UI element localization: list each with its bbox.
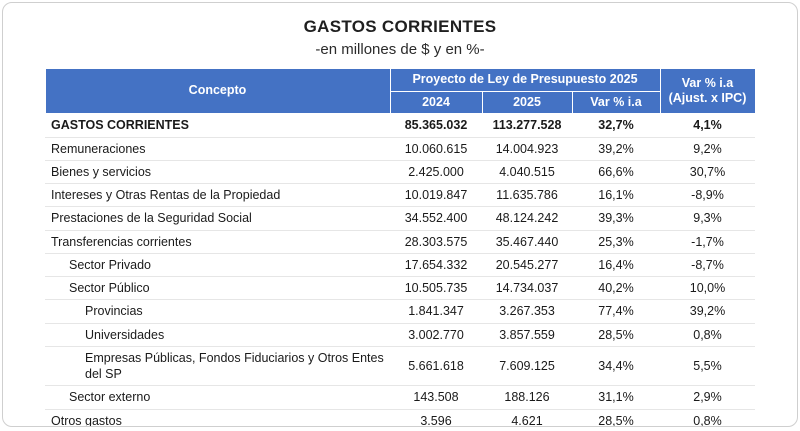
- var-cell: 66,6%: [572, 160, 660, 185]
- var-ipc-cell: -1,7%: [660, 230, 755, 254]
- table-row: Transferencias corrientes 28.303.575 35.46…: [45, 230, 755, 254]
- value-2024-cell: 17.654.332: [390, 253, 482, 278]
- value-2024-cell: 34.552.400: [390, 206, 482, 231]
- col-header-2025: 2025: [481, 90, 573, 115]
- concept-cell: Sector externo: [45, 385, 390, 410]
- value-2024-cell: 5.661.618: [390, 346, 482, 387]
- value-2024-cell: 3.596: [390, 409, 482, 426]
- header-row-years: 2024 2025 Var % i.a: [45, 90, 755, 115]
- var-cell: 77,4%: [572, 299, 660, 324]
- var-cell: 34,4%: [572, 346, 660, 387]
- page-title: GASTOS CORRIENTES: [303, 17, 497, 36]
- var-ipc-cell: 30,7%: [660, 160, 755, 185]
- value-2025-cell: 35.467.440: [482, 230, 572, 254]
- var-ipc-cell: 2,9%: [660, 385, 755, 410]
- var-cell: 16,1%: [572, 183, 660, 208]
- value-2025-cell: 3.267.353: [482, 299, 572, 324]
- value-2025-cell: 188.126: [482, 385, 572, 410]
- var-cell: 32,7%: [572, 113, 660, 138]
- value-2024-cell: 85.365.032: [390, 113, 482, 138]
- table-row: Otros gastos 3.596 4.621 28,5% 0,8%: [45, 409, 755, 426]
- col-header-2024: 2024: [389, 90, 483, 115]
- table-row: Bienes y servicios 2.425.000 4.040.515 66,6…: [45, 160, 755, 185]
- value-2025-cell: 48.124.242: [482, 206, 572, 231]
- table-row: Universidades 3.002.770 3.857.559 28,5% 0,8%: [45, 323, 755, 347]
- value-2025-cell: 14.734.037: [482, 276, 572, 301]
- table-row: Sector Público 10.505.735 14.734.037 40,2% 1…: [45, 276, 755, 301]
- value-2024-cell: 2.425.000: [390, 160, 482, 185]
- table-row: Prestaciones de la Seguridad Social 34.55…: [45, 206, 755, 231]
- value-2024-cell: 3.002.770: [390, 323, 482, 347]
- value-2025-cell: 14.004.923: [482, 137, 572, 161]
- var-cell: 25,3%: [572, 230, 660, 254]
- col-header-var: Var % i.a: [571, 90, 661, 115]
- value-2024-cell: 1.841.347: [390, 299, 482, 324]
- concept-cell: GASTOS CORRIENTES: [45, 113, 390, 138]
- value-2024-cell: 28.303.575: [390, 230, 482, 254]
- value-2025-cell: 113.277.528: [482, 113, 572, 138]
- var-ipc-cell: -8,9%: [660, 183, 755, 208]
- value-2024-cell: 10.060.615: [390, 137, 482, 161]
- table-row: GASTOS CORRIENTES 85.365.032 113.277.528 32…: [45, 113, 755, 138]
- table-body: GASTOS CORRIENTES 85.365.032 113.277.528 32…: [45, 113, 755, 426]
- value-2025-cell: 3.857.559: [482, 323, 572, 347]
- concept-cell: Empresas Públicas, Fondos Fiduciarios y …: [45, 346, 390, 387]
- var-ipc-cell: -8,7%: [660, 253, 755, 278]
- value-2025-cell: 11.635.786: [482, 183, 572, 208]
- value-2025-cell: 4.040.515: [482, 160, 572, 185]
- table-row: Remuneraciones 10.060.615 14.004.923 39,2% 9…: [45, 137, 755, 161]
- header-row-group: Concepto Proyecto de Ley de Presupuesto …: [44, 67, 756, 115]
- concept-cell: Prestaciones de la Seguridad Social: [45, 206, 390, 231]
- value-2025-cell: 7.609.125: [482, 346, 572, 387]
- concept-column-header: Concepto: [44, 67, 391, 115]
- var-ipc-header-line2: (Ajust. x IPC): [668, 91, 747, 106]
- var-ipc-cell: 0,8%: [660, 409, 755, 426]
- value-2024-cell: 10.505.735: [390, 276, 482, 301]
- value-2024-cell: 10.019.847: [390, 183, 482, 208]
- var-ipc-cell: 9,3%: [660, 206, 755, 231]
- concept-cell: Intereses y Otras Rentas de la Propiedad: [45, 183, 390, 208]
- table-row: Sector Privado 17.654.332 20.545.277 16,4% -…: [45, 253, 755, 278]
- var-cell: 28,5%: [572, 323, 660, 347]
- var-ipc-cell: 4,1%: [660, 113, 755, 138]
- value-2024-cell: 143.508: [390, 385, 482, 410]
- var-cell: 16,4%: [572, 253, 660, 278]
- var-ipc-cell: 0,8%: [660, 323, 755, 347]
- group-column-header: Proyecto de Ley de Presupuesto 2025: [389, 68, 661, 92]
- table-row: Intereses y Otras Rentas de la Propiedad…: [45, 183, 755, 208]
- var-cell: 39,2%: [572, 137, 660, 161]
- concept-cell: Bienes y servicios: [45, 160, 390, 185]
- concept-cell: Universidades: [45, 323, 390, 347]
- var-ipc-column-header: Var % i.a (Ajust. x IPC): [659, 67, 756, 115]
- var-cell: 40,2%: [572, 276, 660, 301]
- var-ipc-cell: 39,2%: [660, 299, 755, 324]
- var-cell: 28,5%: [572, 409, 660, 426]
- page-subtitle: -en millones de $ y en %-: [315, 41, 485, 58]
- table-row: Sector externo 143.508 188.126 31,1% 2,9%: [45, 385, 755, 410]
- concept-cell: Transferencias corrientes: [45, 230, 390, 254]
- value-2025-cell: 20.545.277: [482, 253, 572, 278]
- concept-cell: Sector Privado: [45, 253, 390, 278]
- var-cell: 31,1%: [572, 385, 660, 410]
- table-row: Empresas Públicas, Fondos Fiduciarios y …: [45, 346, 755, 387]
- var-ipc-cell: 9,2%: [660, 137, 755, 161]
- gastos-corrientes-table: Concepto Proyecto de Ley de Presupuesto …: [44, 67, 756, 426]
- var-ipc-cell: 5,5%: [660, 346, 755, 387]
- concept-cell: Otros gastos: [45, 409, 390, 426]
- var-cell: 39,3%: [572, 206, 660, 231]
- table-header: Concepto Proyecto de Ley de Presupuesto …: [44, 67, 756, 115]
- var-ipc-cell: 10,0%: [660, 276, 755, 301]
- concept-cell: Sector Público: [45, 276, 390, 301]
- concept-cell: Remuneraciones: [45, 137, 390, 161]
- var-ipc-header-line1: Var % i.a: [681, 75, 734, 90]
- value-2025-cell: 4.621: [482, 409, 572, 426]
- table-row: Provincias 1.841.347 3.267.353 77,4% 39,2%: [45, 299, 755, 324]
- concept-cell: Provincias: [45, 299, 390, 324]
